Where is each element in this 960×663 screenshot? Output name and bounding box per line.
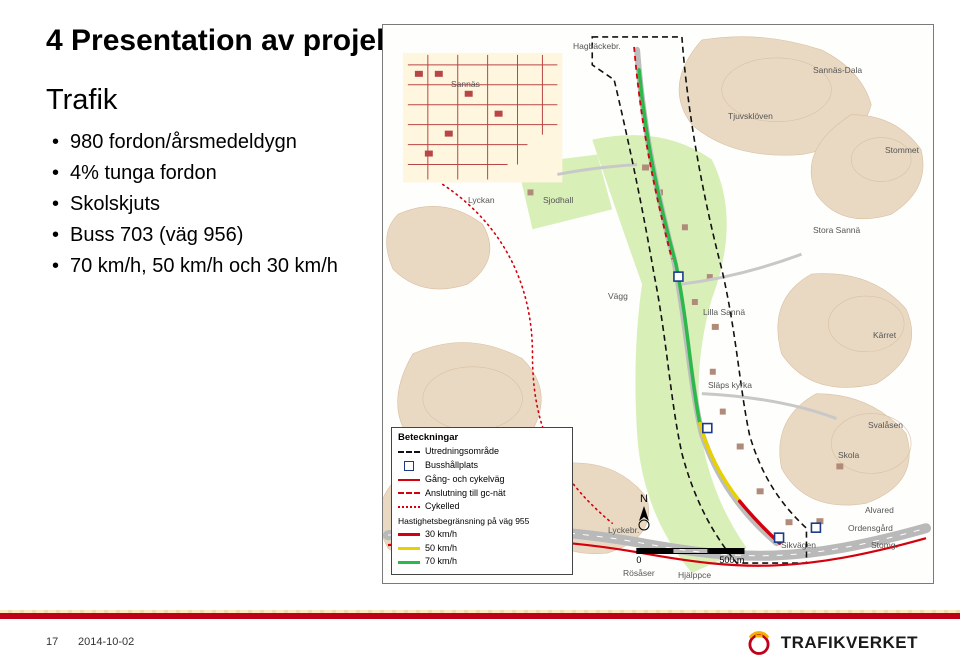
legend-header: Beteckningar — [398, 432, 566, 444]
footer-date: 2014-10-02 — [78, 636, 134, 648]
speed-30 — [740, 501, 780, 543]
map-place-label: Lilla Sannä — [703, 307, 745, 317]
legend-label: Busshållplats — [425, 460, 478, 472]
map-place-label: Ordensgård — [848, 523, 893, 533]
legend-swatch — [398, 503, 420, 511]
legend-row: Utredningsområde — [398, 446, 566, 458]
legend-label: 70 km/h — [425, 556, 457, 568]
map-place-label: Alvared — [865, 505, 894, 515]
legend-label: 50 km/h — [425, 543, 457, 555]
map-place-label: Sannäs-Dala — [813, 65, 862, 75]
map-place-label: Sannäs — [451, 79, 480, 89]
legend-swatch — [398, 462, 420, 470]
map-legend: Beteckningar Utredningsområde Busshållpla… — [391, 427, 573, 575]
legend-swatch — [398, 558, 420, 566]
logo-mark — [745, 629, 773, 657]
map-figure: Sannäs-Dala Tjuvsklöven Hagbäckebr. Lyckan S… — [382, 24, 934, 584]
legend-row: Gång- och cykelväg — [398, 474, 566, 486]
slide: 4 Presentation av projektet Trafik 980 f… — [0, 0, 960, 663]
compass-n: N — [634, 493, 654, 505]
legend-swatch — [398, 544, 420, 552]
legend-label: Cykelled — [425, 501, 460, 513]
map-place-label: Tjuvsklöven — [728, 111, 773, 121]
page-number: 17 — [46, 636, 58, 648]
map-place-label: Rösåser — [623, 568, 655, 578]
legend-speed-row: 70 km/h — [398, 556, 566, 568]
map-place-label: Skola — [838, 450, 859, 460]
map-place-label: Sikvägen — [781, 540, 816, 550]
legend-row: Cykelled — [398, 501, 566, 513]
map-place-label: Stomg. — [871, 540, 898, 550]
legend-speed-row: 30 km/h — [398, 529, 566, 541]
scale-right: 500 m — [719, 555, 744, 565]
map-place-label: Hjälppce — [678, 570, 711, 580]
legend-label: Utredningsområde — [425, 446, 499, 458]
logo-wordmark: TRAFIKVERKET — [781, 633, 918, 653]
legend-label: Anslutning till gc-nät — [425, 488, 506, 500]
legend-speed-header: Hastighetsbegränsning på väg 955 — [398, 516, 566, 527]
legend-swatch — [398, 489, 420, 497]
footer: 17 2014-10-02 TRAFIKVERKET — [0, 619, 960, 663]
scale-left: 0 — [636, 555, 641, 565]
map-place-label: Svalåsen — [868, 420, 903, 430]
map-place-label: Lyckan — [468, 195, 495, 205]
map-place-label: Stommet — [885, 145, 919, 155]
legend-row: Anslutning till gc-nät — [398, 488, 566, 500]
brand-logo: TRAFIKVERKET — [745, 629, 918, 657]
legend-speed-row: 50 km/h — [398, 543, 566, 555]
legend-row: Busshållplats — [398, 460, 566, 472]
compass: N — [634, 493, 654, 533]
legend-label: 30 km/h — [425, 529, 457, 541]
scale-bar: 0 500 m — [636, 548, 744, 565]
legend-label: Gång- och cykelväg — [425, 474, 505, 486]
map-place-label: Släps kyrka — [708, 380, 752, 390]
legend-swatch — [398, 448, 420, 456]
legend-swatch — [398, 476, 420, 484]
map-place-label: Vägg — [608, 291, 628, 301]
urban-area — [403, 53, 562, 183]
map-place-label: Sjodhall — [543, 195, 573, 205]
map-place-label: Kärret — [873, 330, 896, 340]
map-place-label: Stora Sannä — [813, 225, 860, 235]
legend-swatch — [398, 531, 420, 539]
map-place-label: Hagbäckebr. — [573, 41, 621, 51]
